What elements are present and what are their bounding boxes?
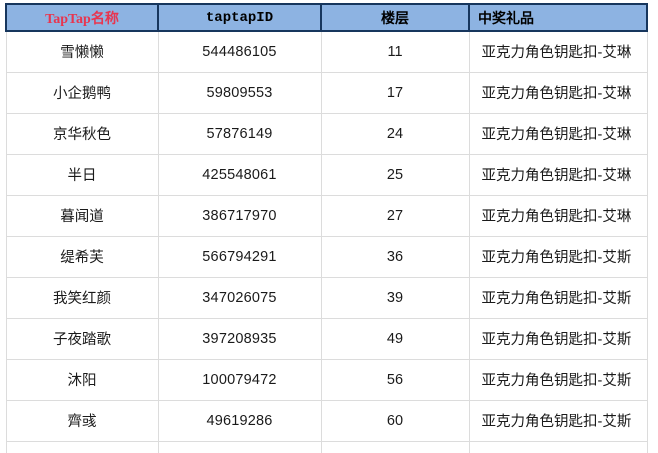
column-header-taptap-id[interactable]: taptapID <box>157 3 322 32</box>
cell-taptap-name: 子夜踏歌 <box>5 318 159 360</box>
column-header-floor[interactable]: 楼层 <box>320 3 470 32</box>
cell-taptap-name: 齊彧 <box>5 400 159 442</box>
cell-prize: 亚克力角色钥匙扣-艾斯 <box>468 277 648 319</box>
table-row[interactable]: 沐阳 100079472 56 亚克力角色钥匙扣-艾斯 <box>5 359 648 401</box>
cell-floor: 56 <box>320 359 470 401</box>
table-header-row: TapTap名称 taptapID 楼层 中奖礼品 <box>5 3 648 32</box>
cell-taptap-id: 544486105 <box>157 31 322 73</box>
cell-taptap-name: 雪懒懒 <box>5 31 159 73</box>
cell-floor: 25 <box>320 154 470 196</box>
cell-prize: 亚克力角色钥匙扣-艾斯 <box>468 236 648 278</box>
cell-prize: 亚克力角色钥匙扣-艾斯 <box>468 359 648 401</box>
cell-floor: 36 <box>320 236 470 278</box>
table-row[interactable]: 我笑红颜 347026075 39 亚克力角色钥匙扣-艾斯 <box>5 277 648 319</box>
cell-taptap-name: 暮闻道 <box>5 195 159 237</box>
winners-table: TapTap名称 taptapID 楼层 中奖礼品 雪懒懒 544486105 11… <box>5 3 648 453</box>
table-header: TapTap名称 taptapID 楼层 中奖礼品 <box>5 3 648 32</box>
cell-prize: 亚克力角色钥匙扣-艾琳 <box>468 31 648 73</box>
cell-prize: 亚克力角色钥匙扣-艾斯 <box>468 400 648 442</box>
cell-floor: 11 <box>320 31 470 73</box>
cell-prize: 亚克力角色钥匙扣-艾琳 <box>468 113 648 155</box>
cell-taptap-name: 沐阳 <box>5 359 159 401</box>
cell-taptap-id: 57876149 <box>157 113 322 155</box>
cell-prize: 亚克力角色钥匙扣-艾琳 <box>468 154 648 196</box>
cell-floor: 17 <box>320 72 470 114</box>
cell-empty <box>468 441 648 453</box>
cell-empty <box>157 441 322 453</box>
cell-prize: 亚克力角色钥匙扣-艾琳 <box>468 195 648 237</box>
table-row[interactable]: 半日 425548061 25 亚克力角色钥匙扣-艾琳 <box>5 154 648 196</box>
cell-floor: 39 <box>320 277 470 319</box>
table-row[interactable]: 京华秋色 57876149 24 亚克力角色钥匙扣-艾琳 <box>5 113 648 155</box>
table-row[interactable]: 子夜踏歌 397208935 49 亚克力角色钥匙扣-艾斯 <box>5 318 648 360</box>
table-row[interactable]: 暮闻道 386717970 27 亚克力角色钥匙扣-艾琳 <box>5 195 648 237</box>
cell-taptap-id: 49619286 <box>157 400 322 442</box>
cell-taptap-id: 59809553 <box>157 72 322 114</box>
cell-taptap-name: 小企鹅鸭 <box>5 72 159 114</box>
cell-taptap-id: 425548061 <box>157 154 322 196</box>
cell-taptap-name: 京华秋色 <box>5 113 159 155</box>
cell-taptap-id: 386717970 <box>157 195 322 237</box>
cell-taptap-id: 397208935 <box>157 318 322 360</box>
table-row[interactable]: 齊彧 49619286 60 亚克力角色钥匙扣-艾斯 <box>5 400 648 442</box>
table-row[interactable]: 缇希芙 566794291 36 亚克力角色钥匙扣-艾斯 <box>5 236 648 278</box>
cell-prize: 亚克力角色钥匙扣-艾琳 <box>468 72 648 114</box>
column-header-prize[interactable]: 中奖礼品 <box>468 3 648 32</box>
winners-table-container: TapTap名称 taptapID 楼层 中奖礼品 雪懒懒 544486105 11… <box>5 3 648 453</box>
cell-floor: 27 <box>320 195 470 237</box>
cell-floor: 60 <box>320 400 470 442</box>
cell-empty <box>320 441 470 453</box>
cell-taptap-name: 我笑红颜 <box>5 277 159 319</box>
table-row[interactable]: 小企鹅鸭 59809553 17 亚克力角色钥匙扣-艾琳 <box>5 72 648 114</box>
table-row-empty <box>5 441 648 453</box>
cell-empty <box>5 441 159 453</box>
cell-prize: 亚克力角色钥匙扣-艾斯 <box>468 318 648 360</box>
cell-taptap-name: 半日 <box>5 154 159 196</box>
cell-taptap-id: 100079472 <box>157 359 322 401</box>
table-row[interactable]: 雪懒懒 544486105 11 亚克力角色钥匙扣-艾琳 <box>5 31 648 73</box>
column-header-taptap-name[interactable]: TapTap名称 <box>5 3 159 32</box>
cell-floor: 49 <box>320 318 470 360</box>
cell-taptap-id: 566794291 <box>157 236 322 278</box>
cell-floor: 24 <box>320 113 470 155</box>
cell-taptap-id: 347026075 <box>157 277 322 319</box>
cell-taptap-name: 缇希芙 <box>5 236 159 278</box>
table-body: 雪懒懒 544486105 11 亚克力角色钥匙扣-艾琳 小企鹅鸭 59809553 17 亚… <box>5 31 648 453</box>
